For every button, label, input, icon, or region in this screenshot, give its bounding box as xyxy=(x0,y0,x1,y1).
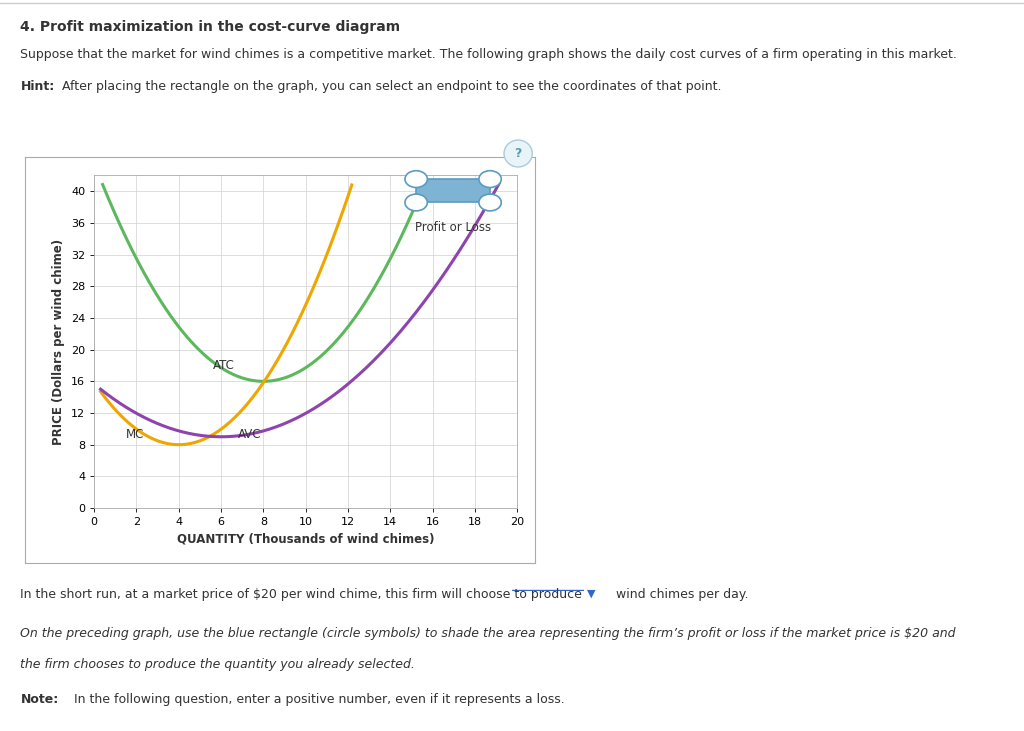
Circle shape xyxy=(479,170,502,188)
Text: Hint:: Hint: xyxy=(20,80,54,94)
Circle shape xyxy=(404,170,427,188)
Text: 4. Profit maximization in the cost-curve diagram: 4. Profit maximization in the cost-curve… xyxy=(20,20,400,34)
Text: the firm chooses to produce the quantity you already selected.: the firm chooses to produce the quantity… xyxy=(20,658,416,671)
Text: Note:: Note: xyxy=(20,693,58,706)
Text: Profit or Loss: Profit or Loss xyxy=(415,221,492,235)
X-axis label: QUANTITY (Thousands of wind chimes): QUANTITY (Thousands of wind chimes) xyxy=(177,533,434,545)
Text: Suppose that the market for wind chimes is a competitive market. The following g: Suppose that the market for wind chimes … xyxy=(20,48,957,61)
Text: MC: MC xyxy=(126,428,144,442)
Circle shape xyxy=(479,194,502,211)
Text: After placing the rectangle on the graph, you can select an endpoint to see the : After placing the rectangle on the graph… xyxy=(58,80,722,94)
Circle shape xyxy=(404,194,427,211)
Text: In the following question, enter a positive number, even if it represents a loss: In the following question, enter a posit… xyxy=(70,693,564,706)
FancyBboxPatch shape xyxy=(416,179,490,202)
Y-axis label: PRICE (Dollars per wind chime): PRICE (Dollars per wind chime) xyxy=(52,239,66,444)
Text: wind chimes per day.: wind chimes per day. xyxy=(616,588,749,602)
Text: AVC: AVC xyxy=(238,428,261,442)
Text: ATC: ATC xyxy=(213,360,234,373)
Circle shape xyxy=(504,140,532,167)
Text: ▼: ▼ xyxy=(587,588,595,599)
Text: In the short run, at a market price of $20 per wind chime, this firm will choose: In the short run, at a market price of $… xyxy=(20,588,583,602)
Text: On the preceding graph, use the blue rectangle (circle symbols) to shade the are: On the preceding graph, use the blue rec… xyxy=(20,627,956,640)
Text: ?: ? xyxy=(514,147,522,160)
